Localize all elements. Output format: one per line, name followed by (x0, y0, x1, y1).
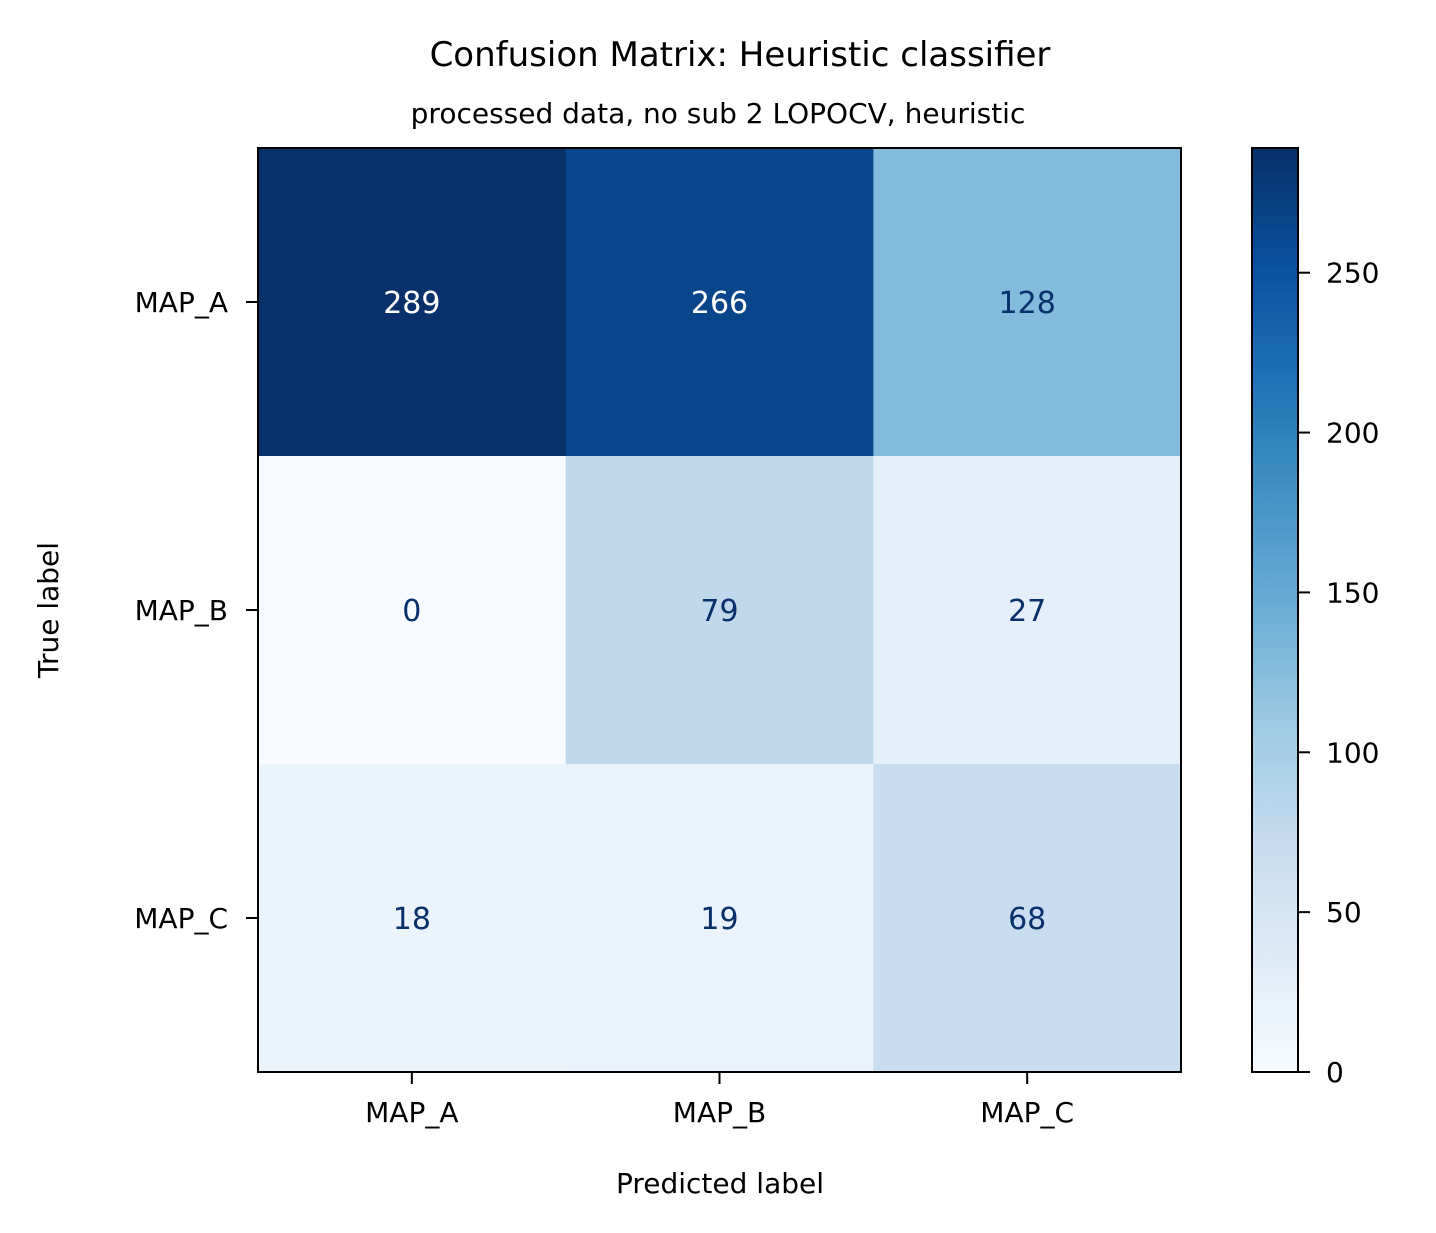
heatmap-cell (565, 764, 874, 1073)
heatmap-cells (258, 148, 1182, 1073)
y-tick-label: MAP_B (135, 594, 228, 627)
y-axis-label: True label (32, 542, 65, 679)
cell-value-label: 289 (383, 286, 440, 321)
colorbar-ticks: 0 50 100 150 200 250 (1298, 257, 1379, 1089)
heatmap-cell (873, 148, 1182, 457)
cell-value-label: 18 (393, 902, 431, 937)
cell-value-label: 19 (700, 902, 738, 937)
colorbar-tick-label: 50 (1326, 896, 1362, 929)
chart-title: Confusion Matrix: Heuristic classifier (430, 35, 1051, 75)
cell-value-label: 68 (1008, 902, 1046, 937)
colorbar-tick-label: 250 (1326, 257, 1379, 290)
cell-value-label: 79 (700, 594, 738, 629)
cell-value-label: 27 (1008, 594, 1046, 629)
cell-value-label: 128 (999, 286, 1056, 321)
x-tick-label: MAP_A (365, 1096, 458, 1129)
x-tick-label: MAP_B (673, 1096, 766, 1129)
heatmap-cell-labels: 289 266 128 0 79 27 18 19 68 (383, 286, 1056, 937)
y-axis-ticks: MAP_A MAP_B MAP_C (134, 286, 258, 935)
x-axis-ticks: MAP_A MAP_B MAP_C (365, 1072, 1074, 1129)
heatmap-cell (873, 456, 1182, 765)
colorbar (1251, 147, 1299, 1073)
cell-value-label: 266 (691, 286, 748, 321)
colorbar-tick-label: 200 (1326, 417, 1379, 450)
heatmap-cell (258, 456, 567, 765)
heatmap-cell (565, 456, 874, 765)
heatmap-cell (565, 148, 874, 457)
y-tick-label: MAP_A (135, 286, 228, 319)
colorbar-tick-label: 150 (1326, 576, 1379, 609)
x-axis-label: Predicted label (616, 1167, 824, 1200)
y-tick-label: MAP_C (134, 902, 228, 935)
colorbar-tick-label: 100 (1326, 736, 1379, 769)
x-tick-label: MAP_C (980, 1096, 1074, 1129)
colorbar-tick-label: 0 (1326, 1056, 1344, 1089)
heatmap-cell (258, 148, 567, 457)
cell-value-label: 0 (402, 594, 421, 629)
heatmap-cell (258, 764, 567, 1073)
chart-subtitle: processed data, no sub 2 LOPOCV, heurist… (411, 97, 1026, 130)
heatmap-cell (873, 764, 1182, 1073)
